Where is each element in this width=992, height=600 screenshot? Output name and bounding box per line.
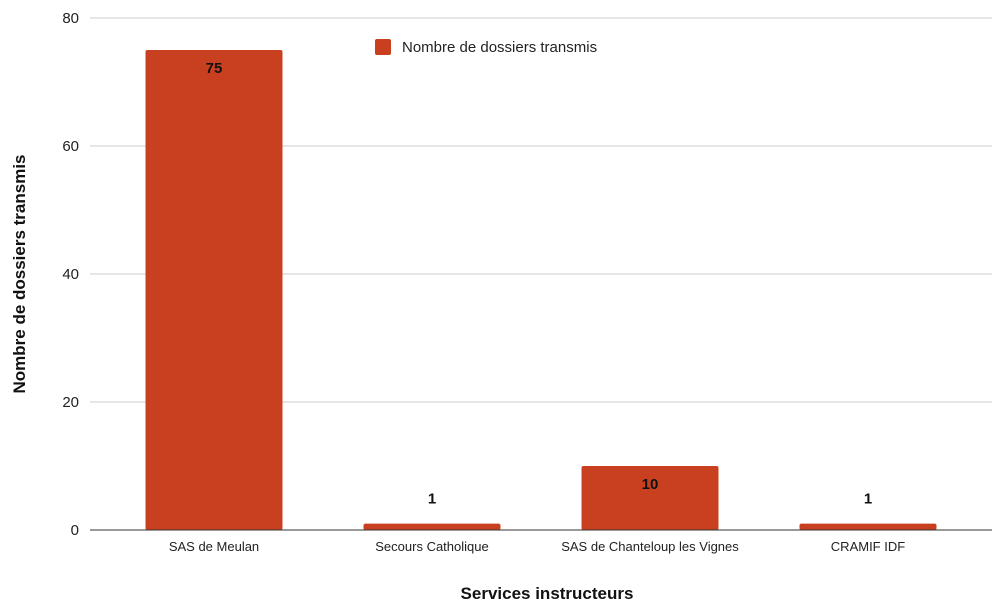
bar xyxy=(581,466,719,530)
bar xyxy=(363,523,501,530)
y-axis-title: Nombre de dossiers transmis xyxy=(10,154,29,393)
bar xyxy=(799,523,937,530)
bar xyxy=(145,50,283,530)
x-category-label: Secours Catholique xyxy=(375,539,488,554)
y-tick-label: 60 xyxy=(62,138,79,155)
data-label: 10 xyxy=(642,476,659,493)
x-category-label: CRAMIF IDF xyxy=(831,539,905,554)
y-tick-label: 20 xyxy=(62,394,79,411)
data-labels: 75 1 10 1 xyxy=(206,60,873,508)
data-label: 75 xyxy=(206,60,223,77)
legend-label: Nombre de dossiers transmis xyxy=(402,39,597,56)
y-tick-label: 80 xyxy=(62,10,79,27)
y-tick-label: 40 xyxy=(62,266,79,283)
x-axis-title: Services instructeurs xyxy=(461,584,634,600)
legend-swatch xyxy=(375,39,391,55)
x-category-label: SAS de Meulan xyxy=(169,539,259,554)
bars xyxy=(145,50,937,530)
y-tick-label: 0 xyxy=(71,522,79,539)
y-axis-ticks: 0 20 40 60 80 xyxy=(62,10,79,539)
data-label: 1 xyxy=(864,491,872,508)
x-axis-categories: SAS de Meulan Secours Catholique SAS de Ch… xyxy=(169,539,905,554)
x-category-label: SAS de Chanteloup les Vignes xyxy=(561,539,739,554)
data-label: 1 xyxy=(428,491,436,508)
legend: Nombre de dossiers transmis xyxy=(375,39,597,56)
